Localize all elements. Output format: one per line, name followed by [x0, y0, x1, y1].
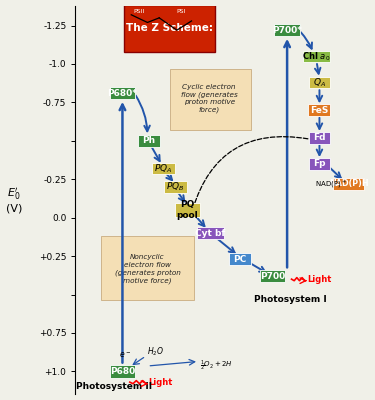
FancyBboxPatch shape: [152, 163, 175, 174]
FancyBboxPatch shape: [260, 270, 285, 282]
Text: Light: Light: [148, 378, 173, 387]
FancyBboxPatch shape: [308, 104, 330, 116]
FancyBboxPatch shape: [303, 50, 330, 62]
Text: NAD(P)$^+$: NAD(P)$^+$: [315, 179, 347, 190]
FancyBboxPatch shape: [309, 158, 330, 170]
FancyBboxPatch shape: [197, 227, 224, 239]
FancyBboxPatch shape: [230, 253, 251, 265]
Text: P680: P680: [110, 367, 135, 376]
FancyBboxPatch shape: [309, 132, 330, 144]
Text: Noncyclic
electron flow
(generates proton
motive force): Noncyclic electron flow (generates proto…: [114, 254, 180, 284]
Text: Cyt bf: Cyt bf: [195, 228, 226, 238]
Text: PSI: PSI: [177, 9, 186, 14]
Text: Chl $a_0$: Chl $a_0$: [302, 50, 331, 62]
Text: PQ
pool: PQ pool: [176, 200, 198, 220]
Text: The Z Scheme:: The Z Scheme:: [126, 23, 213, 33]
FancyBboxPatch shape: [124, 5, 215, 52]
Text: PSII: PSII: [133, 9, 144, 14]
FancyBboxPatch shape: [110, 365, 135, 378]
FancyBboxPatch shape: [333, 178, 364, 190]
Text: $H_2O$: $H_2O$: [147, 346, 165, 358]
Text: P700: P700: [260, 272, 285, 280]
FancyBboxPatch shape: [101, 236, 194, 300]
Text: Fd: Fd: [313, 133, 326, 142]
Text: FeS: FeS: [310, 106, 328, 114]
Text: Fp: Fp: [313, 159, 326, 168]
Text: Ph: Ph: [142, 136, 156, 145]
FancyBboxPatch shape: [175, 203, 200, 217]
Text: P680*: P680*: [108, 89, 138, 98]
FancyBboxPatch shape: [164, 181, 187, 192]
FancyBboxPatch shape: [309, 77, 330, 88]
Text: $\frac{1}{2}O_2 + 2H$: $\frac{1}{2}O_2 + 2H$: [200, 359, 233, 373]
Y-axis label: $E_0'$
(V): $E_0'$ (V): [6, 186, 22, 214]
Text: NAD(P)H: NAD(P)H: [329, 179, 369, 188]
Text: PC: PC: [234, 255, 247, 264]
FancyBboxPatch shape: [110, 87, 135, 99]
FancyBboxPatch shape: [170, 69, 251, 130]
Text: $PQ_B$: $PQ_B$: [166, 181, 184, 193]
Text: Cyclic electron
flow (generates
proton motive
force): Cyclic electron flow (generates proton m…: [181, 84, 238, 114]
Text: $e^-$: $e^-$: [119, 350, 131, 360]
Text: P700*: P700*: [272, 26, 302, 35]
Text: Light: Light: [307, 275, 332, 284]
Text: $PQ_A$: $PQ_A$: [154, 162, 173, 175]
Text: $Q_A$: $Q_A$: [313, 76, 326, 89]
Text: Photosystem II: Photosystem II: [75, 382, 152, 391]
FancyBboxPatch shape: [138, 135, 160, 147]
FancyBboxPatch shape: [274, 24, 300, 36]
Text: Photosystem I: Photosystem I: [254, 295, 326, 304]
